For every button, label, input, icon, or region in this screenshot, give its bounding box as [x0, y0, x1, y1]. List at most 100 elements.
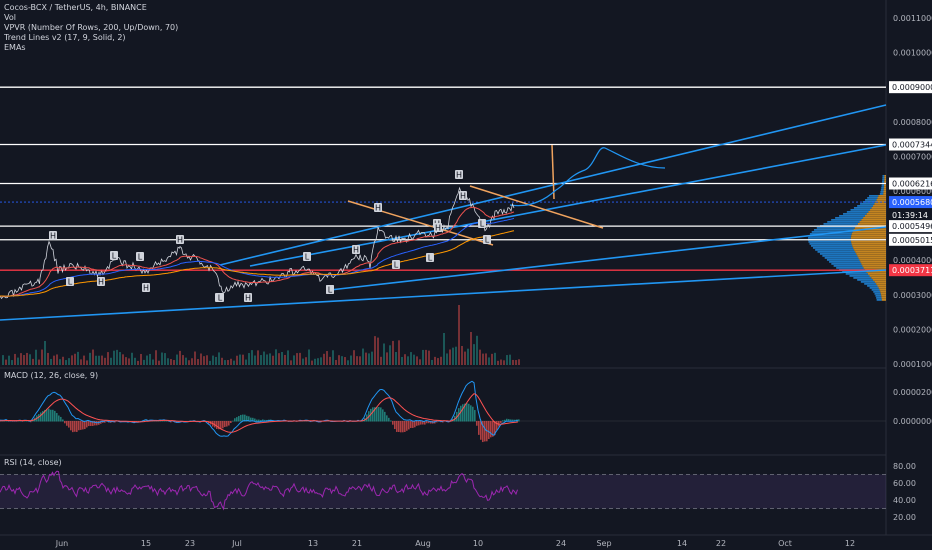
rsi-tick-label: 80.00: [893, 462, 916, 471]
vpvr-bar-up: [867, 285, 878, 287]
macd-histogram-bar: [94, 421, 96, 426]
emas-legend[interactable]: EMAs: [4, 43, 26, 52]
volume-bar: [278, 353, 280, 365]
macd-histogram-bar: [418, 421, 420, 426]
volume-bar: [194, 351, 196, 365]
macd-histogram-bar: [372, 407, 374, 422]
macd-histogram-bar: [258, 419, 260, 422]
vpvr-bar-up: [808, 237, 851, 239]
macd-histogram-bar: [464, 403, 466, 422]
volume-bar: [515, 360, 517, 365]
price-tag: 0.00054960: [889, 220, 932, 233]
macd-histogram-bar: [92, 421, 94, 426]
pivot-label-text: L: [305, 253, 310, 262]
rsi-tick-label: 20.00: [893, 513, 916, 522]
macd-histogram-bar: [264, 419, 266, 422]
macd-histogram-bar: [460, 405, 462, 422]
volume-bar: [497, 360, 499, 365]
price-tag: 0.00062167: [889, 177, 932, 190]
macd-histogram-bar: [436, 421, 438, 423]
volume-legend[interactable]: Vol: [4, 13, 16, 22]
volume-bar: [122, 354, 124, 365]
volume-bar: [158, 360, 160, 365]
volume-bar: [29, 354, 31, 365]
volume-bar: [188, 360, 190, 365]
macd-tick-label: 0.00000000: [893, 417, 932, 426]
pivot-label-text: H: [456, 171, 462, 180]
macd-histogram-bar: [254, 418, 256, 422]
rsi-legend[interactable]: RSI (14, close): [4, 458, 62, 467]
macd-histogram-bar: [506, 418, 508, 422]
volume-bar: [362, 348, 364, 365]
volume-bar: [272, 355, 274, 365]
vpvr-bar-up: [829, 261, 861, 263]
pivot-label-box: [244, 293, 252, 302]
pivot-label-text: L: [218, 294, 223, 303]
macd-histogram-bar: [52, 409, 54, 422]
macd-histogram-bar: [30, 421, 32, 423]
vpvr-bar-up: [845, 273, 868, 275]
pivot-label-text: H: [435, 224, 441, 233]
volume-bar: [17, 357, 19, 365]
volume-bar: [44, 341, 46, 365]
macd-legend[interactable]: MACD (12, 26, close, 9): [4, 371, 99, 380]
vpvr-legend[interactable]: VPVR (Number Of Rows, 200, Up/Down, 70): [4, 23, 179, 32]
vpvr-bar-down: [858, 257, 886, 259]
price-tag-box: [889, 233, 932, 246]
pivot-label-box: [455, 170, 463, 179]
volume-bar: [407, 356, 409, 365]
vpvr-bar-up: [811, 245, 853, 247]
macd-histogram-bar: [230, 421, 232, 423]
vpvr-bar-up: [881, 187, 884, 189]
volume-bar: [377, 337, 379, 365]
vpvr-bar-up: [812, 247, 854, 249]
vpvr-bar-down: [855, 251, 886, 253]
volume-bar: [494, 352, 496, 365]
vpvr-bar-down: [861, 219, 886, 221]
volume-bar: [134, 357, 136, 365]
time-tick-label: 15: [141, 539, 151, 548]
vpvr-bar-up: [876, 297, 882, 299]
volume-bar: [41, 349, 43, 365]
macd-histogram-bar: [96, 421, 98, 426]
vpvr-bar-up: [831, 263, 862, 265]
price-tick-label: 0.00070000: [893, 152, 932, 161]
volume-bar: [215, 356, 217, 365]
vpvr-bar-down: [853, 229, 886, 231]
pivot-label: L: [392, 260, 400, 270]
vpvr-profile: [807, 175, 886, 301]
time-tick-label: 13: [308, 539, 318, 548]
vpvr-bar-up: [843, 213, 867, 215]
macd-histogram-bar: [374, 407, 376, 422]
vpvr-bar-up: [823, 223, 858, 225]
volume-bar: [374, 336, 376, 365]
volume-bar: [332, 350, 334, 365]
macd-histogram-bar: [502, 420, 504, 422]
volume-bar: [161, 352, 163, 365]
price-tag-text: 0.00090009: [892, 83, 932, 92]
macd-histogram-bar: [414, 421, 416, 428]
volume-bar: [230, 358, 232, 365]
macd-histogram-bar: [32, 420, 34, 422]
macd-histogram-bar: [222, 421, 224, 429]
volume-bar: [512, 359, 514, 365]
macd-histogram-bar: [58, 415, 60, 422]
pivot-label-box: [326, 285, 334, 294]
volume-bar: [212, 355, 214, 365]
vpvr-bar-down: [851, 233, 886, 235]
symbol-legend[interactable]: Cocos-BCX / TetherUS, 4h, BINANCE: [4, 3, 147, 12]
vpvr-bar-up: [880, 191, 884, 193]
pivot-label-text: H: [50, 232, 56, 241]
price-tag: 0.00056800: [889, 196, 932, 209]
volume-bar: [23, 355, 25, 365]
trendlines-legend[interactable]: Trend Lines v2 (17, 9, Solid, 2): [4, 33, 126, 42]
volume-bar: [74, 353, 76, 365]
macd-histogram-bar: [144, 419, 146, 422]
macd-histogram-bar: [406, 421, 408, 431]
macd-histogram-bar: [90, 421, 92, 426]
rsi-tick-label: 60.00: [893, 479, 916, 488]
vpvr-bar-down: [877, 285, 886, 287]
volume-bar: [452, 347, 454, 365]
